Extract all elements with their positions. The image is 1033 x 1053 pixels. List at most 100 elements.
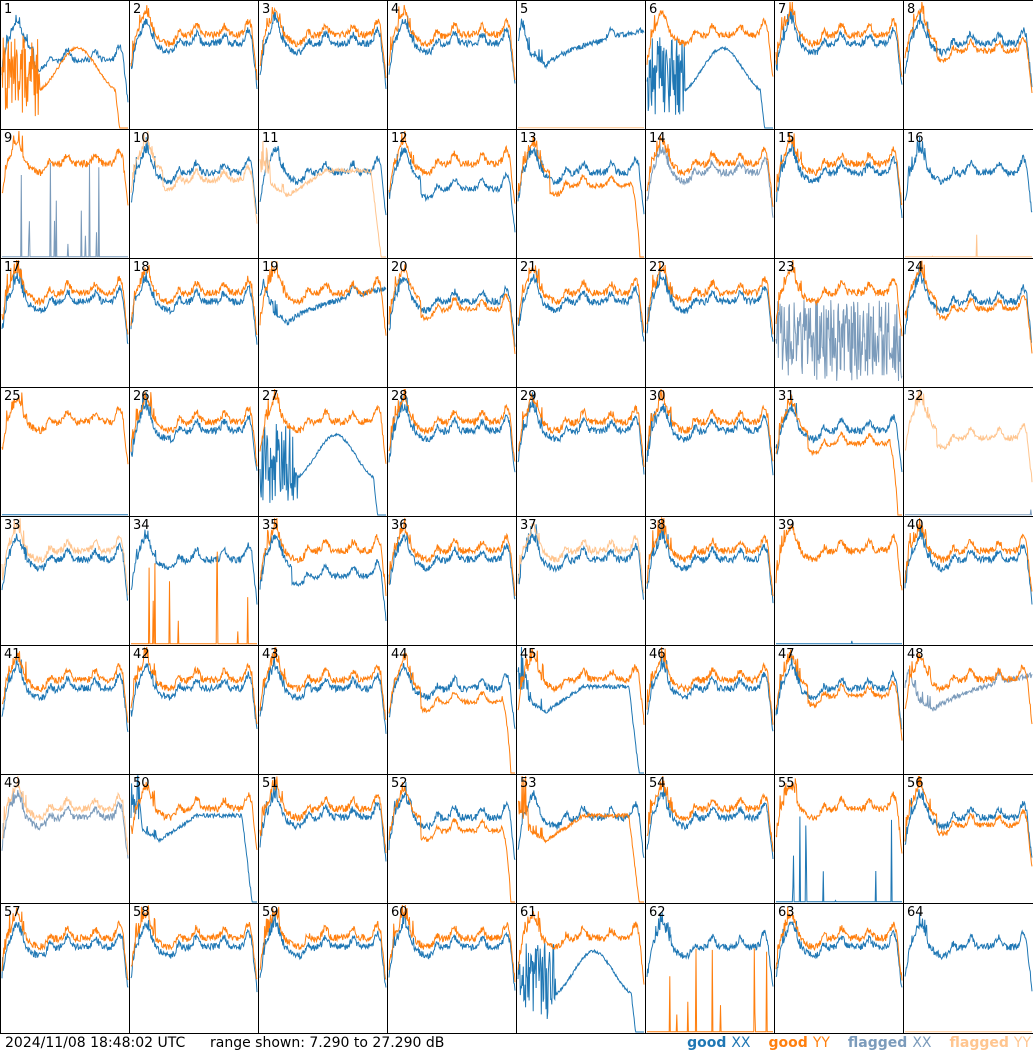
panel-30-yy-trace [646,388,774,462]
panel-36-plot [388,517,516,600]
panel-37-xx-trace [517,524,645,600]
panel-38-yy-trace [646,517,774,597]
panel-7-xx-trace [775,9,903,85]
panel-52-xx-trace [388,781,516,860]
panel-26-yy-trace [130,391,258,467]
panel-label: 32 [907,389,924,404]
panel-49-yy-trace [1,775,129,855]
panel-38-plot [646,517,774,604]
panel-label: 6 [649,2,658,17]
panel-19-xx-trace [259,278,387,326]
panel-2-xx-trace [130,18,258,90]
panel-31-xx-trace [775,395,903,473]
panel-30-plot [646,388,774,476]
panel-label: 62 [649,905,666,920]
panel-49-plot [1,775,129,859]
panel-32-yy-trace [904,388,1033,483]
panel-31: 31 [774,387,904,517]
panel-44-xx-trace [388,662,516,729]
panel-label: 56 [907,776,924,791]
panel-57-plot [1,907,129,988]
panel-41-yy-trace [1,651,129,723]
panel-39: 39 [774,516,904,646]
panel-1: 1 [0,0,130,130]
panel-label: 35 [262,518,279,533]
panel-62-xx-trace [646,912,774,987]
panel-50-yy-trace [130,781,258,850]
panel-44-plot [388,652,516,774]
panel-62-yy-trace [647,948,773,1033]
panel-23: 23 [774,258,904,388]
panel-27-yy-trace [259,388,387,464]
panel-label: 21 [520,260,537,275]
panel-7-plot [775,1,903,85]
panel-45-yy-trace [517,648,645,725]
panel-59: 59 [258,903,388,1034]
panel-label: 34 [133,518,150,533]
panel-26: 26 [129,387,259,517]
panel-21-yy-trace [517,265,645,333]
panel-35-plot [259,517,387,622]
panel-label: 29 [520,389,537,404]
panel-16-yy-trace [905,234,1032,258]
panel-22-plot [646,261,774,342]
panel-49: 49 [0,774,130,904]
panel-56-yy-trace [904,775,1033,867]
legend-good-xx-label: good [687,1035,727,1051]
panel-37-yy-trace [517,522,645,594]
panel-53-yy-trace [517,775,644,903]
panel-59-yy-trace [259,906,387,980]
legend: good XX good YY flagged XX flagged YY [687,1033,1031,1053]
panel-29-plot [517,392,645,475]
panel-20-xx-trace [388,276,516,347]
panel-11-yy-trace [259,141,386,258]
legend-flagged-xx-pol: XX [912,1035,932,1051]
panel-label: 3 [262,2,271,17]
panel-2-plot [130,5,258,90]
panel-59-plot [259,906,387,988]
legend-good-yy-label: good [768,1035,808,1051]
panel-29: 29 [516,387,646,517]
panel-11-xx-trace [259,145,387,216]
panel-36-yy-trace [388,517,516,596]
panel-8: 8 [903,0,1033,130]
panel-53-xx-trace [517,790,645,859]
panel-28-yy-trace [388,388,516,462]
panel-label: 9 [4,131,13,146]
panel-16: 16 [903,129,1033,259]
panel-63-plot [775,906,903,988]
panel-label: 40 [907,518,924,533]
panel-15-plot [775,132,903,218]
panel-9-xx-trace [2,162,128,258]
panel-58-plot [130,905,258,993]
panel-24-yy-trace [904,260,1033,354]
panel-4-yy-trace [388,4,516,81]
panel-42-xx-trace [130,662,258,729]
panel-18-xx-trace [130,271,258,345]
panel-33-yy-trace [1,518,129,596]
panel-32-plot [904,388,1033,516]
panel-41: 41 [0,645,130,775]
panel-39-yy-trace [775,523,903,591]
panel-37: 37 [516,516,646,646]
panel-40-plot [904,517,1033,605]
panel-58-xx-trace [130,920,258,993]
panel-label: 7 [778,2,787,17]
panel-13-xx-trace [517,146,645,215]
panel-label: 45 [520,647,537,662]
panel-4-xx-trace [388,15,516,84]
panel-label: 42 [133,647,150,662]
panel-label: 48 [907,647,924,662]
panel-51-xx-trace [259,781,387,862]
panel-42-yy-trace [130,646,258,725]
panel-48-yy-trace [904,651,1033,725]
panel-27-plot [259,388,387,516]
panel-52-yy-trace [388,782,515,903]
panel-34: 34 [129,516,259,646]
panel-58: 58 [129,903,259,1034]
panel-label: 64 [907,905,924,920]
panel-15: 15 [774,129,904,259]
panel-17: 17 [0,258,130,388]
panel-18: 18 [129,258,259,388]
